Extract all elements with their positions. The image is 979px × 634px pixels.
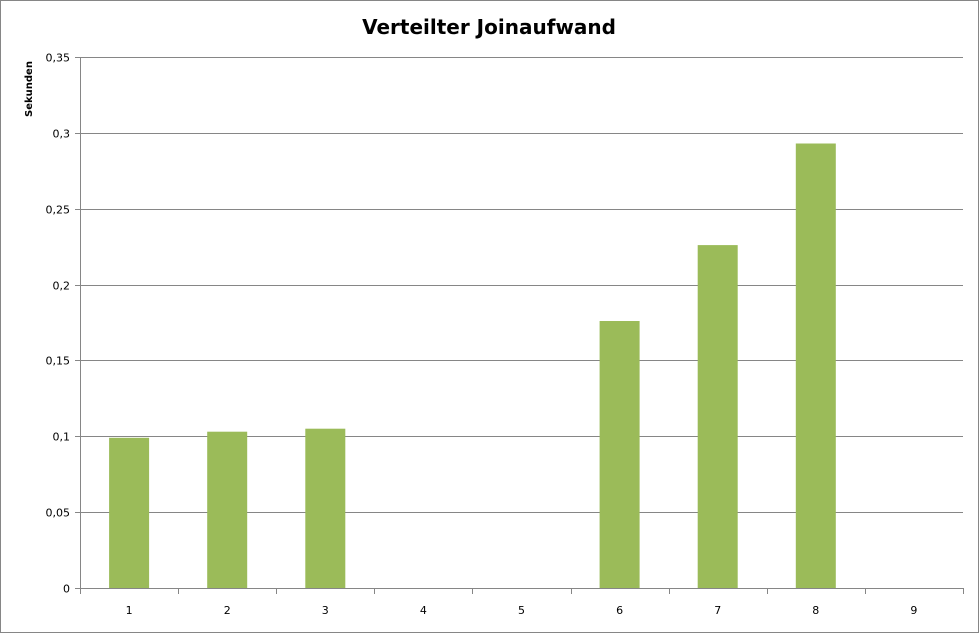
bar (305, 428, 346, 588)
y-tick-label: 0,2 (53, 280, 71, 293)
x-tick-label: 7 (714, 604, 721, 617)
x-tick-label: 9 (910, 604, 917, 617)
x-tick-label: 3 (322, 604, 329, 617)
x-tick-label: 8 (812, 604, 819, 617)
bar (795, 143, 836, 588)
x-tick-label: 1 (126, 604, 133, 617)
y-tick-label: 0,25 (46, 204, 71, 217)
bar (109, 437, 150, 588)
y-axis-title: Sekunden (24, 61, 35, 117)
bar (599, 321, 640, 588)
x-tick-label: 5 (518, 604, 525, 617)
x-tick-label: 4 (420, 604, 427, 617)
x-tick-label: 2 (224, 604, 231, 617)
x-tick-labels: 1 2 3 4 5 6 7 8 9 (126, 604, 918, 617)
bar (207, 431, 248, 588)
y-tick-label: 0,35 (46, 52, 71, 65)
y-tick-label: 0,05 (46, 507, 71, 520)
y-tick-label: 0,3 (53, 128, 71, 141)
chart-title: Verteilter Joinaufwand (362, 15, 616, 39)
bar (697, 245, 738, 588)
x-tick-label: 6 (616, 604, 623, 617)
y-tick-label: 0,15 (46, 355, 71, 368)
axes (75, 57, 964, 594)
y-tick-label: 0 (63, 583, 70, 596)
y-tick-label: 0,1 (53, 431, 71, 444)
bars (109, 143, 836, 588)
y-tick-labels: 0 0,05 0,1 0,15 0,2 0,25 0,3 0,35 (46, 52, 71, 596)
